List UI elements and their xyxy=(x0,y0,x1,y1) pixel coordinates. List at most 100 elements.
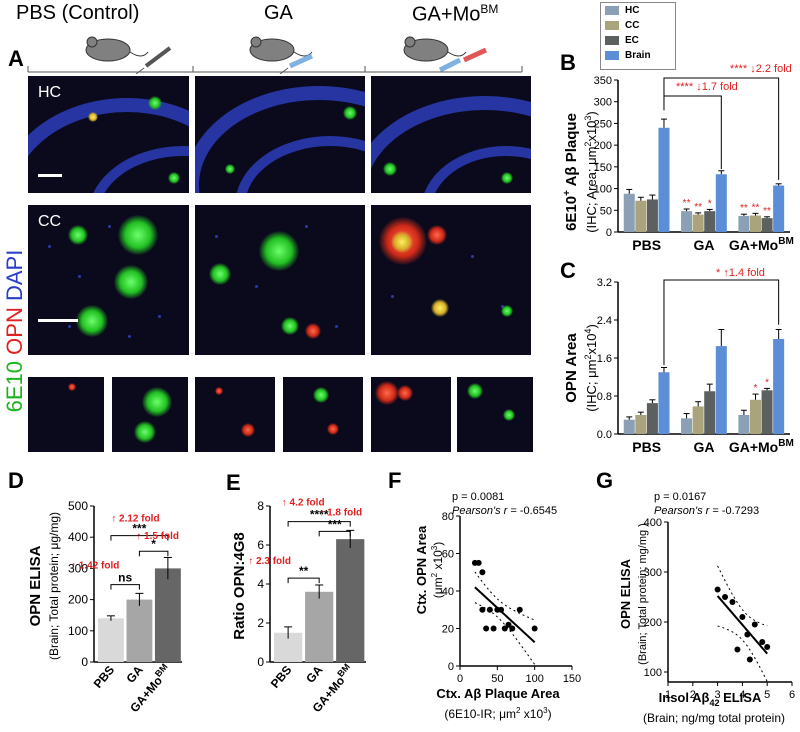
sig-bracket xyxy=(110,535,169,541)
x-tick-label: 1 xyxy=(665,689,671,701)
x-category-sup: BM xyxy=(335,662,352,679)
data-point xyxy=(483,625,490,632)
sig-label: ** xyxy=(299,564,309,578)
chart-b-ylabel2: (IHC; Area; μm2x103) xyxy=(583,111,599,233)
sig-label: ns xyxy=(118,571,132,585)
sig-bracket xyxy=(663,279,780,366)
y-tick-label: 150 xyxy=(594,162,612,174)
bar-ga-ec xyxy=(704,211,716,232)
y-tick-label: 0.8 xyxy=(597,391,612,403)
regression-line xyxy=(716,595,768,655)
chart-f-xlabel2: (6E10-IR; μm2 x103) xyxy=(444,706,551,721)
panel-letter-f: F xyxy=(388,468,402,493)
y-tick-label: 2 xyxy=(257,616,264,630)
chart-d: OPN ELISA (Brain; Total protein; μg/mg) … xyxy=(27,499,182,715)
chart-f-stat-r: Pearson's r = -0.6545 xyxy=(452,505,557,517)
fold-label: ↑ 1.42 fold xyxy=(71,561,119,572)
data-point xyxy=(501,625,508,632)
x-tick-label: 2 xyxy=(690,689,696,701)
bar-pbs-hc xyxy=(623,193,635,232)
scale-bar-cc xyxy=(38,319,78,322)
x-category-sup: BM xyxy=(778,236,794,247)
sig-label: * xyxy=(151,537,156,551)
x-tick-label: 150 xyxy=(563,673,581,685)
sig-mark: * xyxy=(708,198,712,209)
x-tick-label: 4 xyxy=(739,689,745,701)
sig-bracket xyxy=(138,550,169,557)
y-tick-label: 350 xyxy=(594,75,612,87)
chart-b-ylabel: 6E10+ Aβ Plaque xyxy=(562,113,580,231)
data-point xyxy=(509,625,516,632)
y-tick-label: 0 xyxy=(606,227,612,239)
bar-pbs xyxy=(98,618,124,662)
mouse-syringe-icons xyxy=(27,36,523,74)
bar-gamo-ec xyxy=(761,218,773,232)
bar-pbs-hc xyxy=(623,419,635,434)
fold-label: ↑ 1.8 fold xyxy=(319,507,362,518)
bar-gamo-brain xyxy=(773,185,785,232)
chart-g-stat-p: p = 0.0167 xyxy=(654,491,706,503)
sig-mark: ** xyxy=(763,206,771,217)
sig-label: *** xyxy=(328,517,342,531)
region-label-cc: CC xyxy=(38,213,62,230)
fold-label: ↑ 4.2 fold xyxy=(282,498,325,509)
micrograph-cc-ga xyxy=(195,205,365,355)
bar-ga xyxy=(305,591,334,662)
x-category-sup: BM xyxy=(153,662,170,679)
sig-bracket xyxy=(287,521,351,527)
channel-red-pbs xyxy=(28,377,104,452)
panel-letter-g: G xyxy=(596,468,614,493)
bar-gamo xyxy=(336,539,365,662)
micrograph-hc-pbs: HC xyxy=(28,76,189,193)
legend: HC CC EC Brain xyxy=(600,2,676,70)
legend-swatch-cc xyxy=(605,21,619,30)
region-label-hc: HC xyxy=(38,84,62,101)
y-tick-label: 60 xyxy=(442,549,454,561)
bar-gamo-brain xyxy=(773,339,785,434)
sig-mark: * xyxy=(754,383,758,394)
group-label-pbs: PBS (Control) xyxy=(16,2,140,24)
bar-gamo-hc xyxy=(738,415,750,434)
bar-pbs-ec xyxy=(646,199,658,232)
chart-g-xlabel2: (Brain; ng/mg total protein) xyxy=(643,711,785,725)
panel-letter-e: E xyxy=(226,470,241,495)
y-tick-label: 100 xyxy=(594,184,612,196)
y-tick-label: 300 xyxy=(594,97,612,109)
chart-b: 6E10+ Aβ Plaque (IHC; Area; μm2x103) 0 50… xyxy=(562,63,794,253)
x-tick-label: 5 xyxy=(764,689,770,701)
mouse-icon-ga-mo xyxy=(403,36,488,73)
x-category-label: GA xyxy=(303,663,326,686)
panel-letter-b: B xyxy=(560,50,576,75)
mouse-icon-ga xyxy=(249,36,314,74)
chart-g-stat-r: Pearson's r = -0.7293 xyxy=(654,505,759,517)
data-point xyxy=(764,644,771,650)
legend-item-hc: HC xyxy=(601,3,675,18)
y-tick-label: 500 xyxy=(68,499,88,513)
x-category-label: PBS xyxy=(632,439,661,455)
bar-gamo-ec xyxy=(761,390,773,434)
regression-line xyxy=(474,586,536,643)
chart-f-xlabel: Ctx. Aβ Plaque Area xyxy=(436,686,560,701)
confidence-band xyxy=(474,571,535,621)
x-category-label: PBS xyxy=(268,663,295,691)
data-point xyxy=(486,606,493,613)
y-tick-label: 40 xyxy=(442,586,454,598)
chart-c-annotation: * ↑1.4 fold xyxy=(716,268,765,279)
panel-letter-c: C xyxy=(560,258,576,283)
data-point xyxy=(734,646,741,653)
bar-pbs-cc xyxy=(635,415,647,434)
bar-gamo-cc xyxy=(749,215,762,232)
sig-mark: ** xyxy=(752,202,760,213)
chart-d-ylabel2: (Brain; Total protein; μg/mg) xyxy=(47,512,61,660)
data-point xyxy=(475,559,482,566)
sig-mark: * xyxy=(765,377,769,388)
legend-item-cc: CC xyxy=(601,18,675,33)
x-tick-label: 6 xyxy=(789,689,795,701)
chart-f: Ctx. OPN Area (μm2 x103) p = 0.0081 Pear… xyxy=(414,491,581,721)
sig-mark: ** xyxy=(740,203,748,214)
fold-label: ↑ 2.3 fold xyxy=(248,556,291,567)
x-tick-label: 0 xyxy=(457,673,463,685)
bar-ga-brain xyxy=(715,174,727,232)
confidence-band xyxy=(717,565,768,627)
sig-mark: ** xyxy=(683,198,691,209)
